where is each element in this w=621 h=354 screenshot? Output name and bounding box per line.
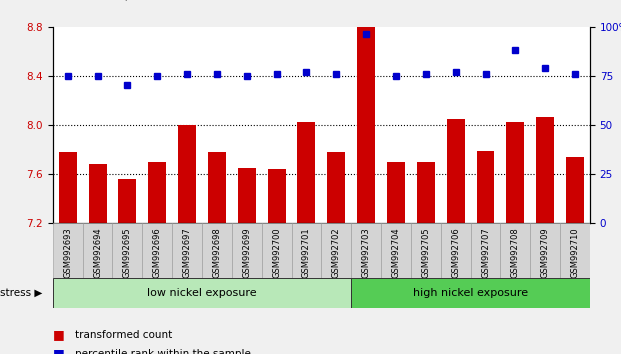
Bar: [560, 223, 590, 278]
Text: GSM992708: GSM992708: [511, 227, 520, 278]
Text: GSM992695: GSM992695: [123, 227, 132, 278]
Bar: [411, 223, 441, 278]
Text: ■: ■: [53, 348, 65, 354]
Bar: [351, 223, 381, 278]
Bar: [322, 223, 351, 278]
Text: GSM992707: GSM992707: [481, 227, 490, 278]
Text: GSM992699: GSM992699: [242, 227, 252, 278]
Text: percentile rank within the sample: percentile rank within the sample: [75, 349, 250, 354]
Bar: [297, 122, 315, 223]
Bar: [59, 152, 76, 223]
Bar: [208, 152, 226, 223]
Bar: [261, 223, 291, 278]
Text: GSM992703: GSM992703: [361, 227, 371, 278]
Bar: [291, 223, 322, 278]
Bar: [357, 27, 375, 223]
Bar: [381, 223, 411, 278]
Text: GSM992696: GSM992696: [153, 227, 161, 278]
Bar: [232, 223, 261, 278]
Text: GSM992701: GSM992701: [302, 227, 311, 278]
Bar: [53, 223, 83, 278]
Bar: [501, 223, 530, 278]
Bar: [178, 125, 196, 223]
Text: GSM992700: GSM992700: [272, 227, 281, 278]
Bar: [471, 223, 501, 278]
Bar: [327, 152, 345, 223]
Bar: [238, 168, 256, 223]
Bar: [119, 179, 137, 223]
Text: ■: ■: [53, 328, 65, 341]
Bar: [53, 278, 351, 308]
Text: GSM992702: GSM992702: [332, 227, 341, 278]
Text: low nickel exposure: low nickel exposure: [147, 288, 257, 298]
Bar: [268, 169, 286, 223]
Bar: [142, 223, 172, 278]
Text: stress ▶: stress ▶: [0, 288, 42, 298]
Text: GSM992694: GSM992694: [93, 227, 102, 278]
Bar: [202, 223, 232, 278]
Bar: [506, 122, 524, 223]
Text: GSM992693: GSM992693: [63, 227, 72, 278]
Bar: [89, 164, 107, 223]
Text: GSM992704: GSM992704: [391, 227, 401, 278]
Text: transformed count: transformed count: [75, 330, 172, 339]
Bar: [83, 223, 112, 278]
Bar: [417, 162, 435, 223]
Text: GSM992698: GSM992698: [212, 227, 222, 278]
Bar: [536, 118, 554, 223]
Bar: [172, 223, 202, 278]
Text: high nickel exposure: high nickel exposure: [413, 288, 528, 298]
Bar: [566, 157, 584, 223]
Text: GSM992705: GSM992705: [421, 227, 430, 278]
Text: GSM992710: GSM992710: [571, 227, 579, 278]
Bar: [476, 150, 494, 223]
Bar: [441, 223, 471, 278]
Bar: [112, 223, 142, 278]
Text: GSM992709: GSM992709: [541, 227, 550, 278]
Bar: [446, 119, 465, 223]
Text: GDS4974 / 8047736: GDS4974 / 8047736: [59, 0, 193, 2]
Text: GSM992697: GSM992697: [183, 227, 191, 278]
Bar: [148, 162, 166, 223]
Text: GSM992706: GSM992706: [451, 227, 460, 278]
Bar: [530, 223, 560, 278]
Bar: [351, 278, 590, 308]
Bar: [387, 162, 405, 223]
